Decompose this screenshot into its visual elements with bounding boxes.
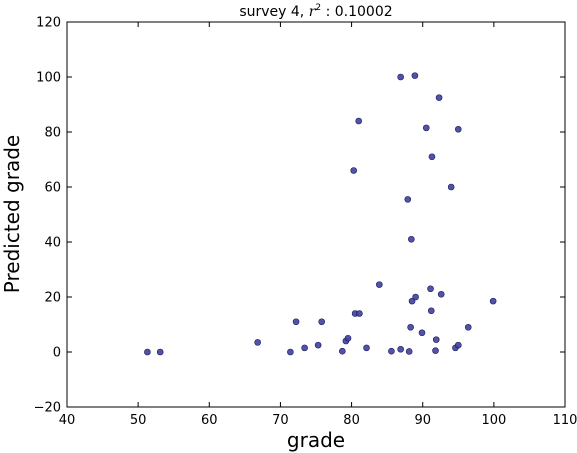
data-point <box>254 339 261 346</box>
data-point <box>437 290 445 298</box>
data-point <box>489 297 497 305</box>
data-point <box>339 347 346 355</box>
data-point <box>407 323 414 331</box>
data-point <box>388 347 395 355</box>
data-point <box>427 285 434 293</box>
y-tick-label: 120 <box>36 16 61 31</box>
x-tick-label: 40 <box>59 413 76 428</box>
data-point <box>411 72 419 79</box>
data-point <box>405 348 413 355</box>
data-point <box>301 344 308 352</box>
y-tick-label: 60 <box>44 181 61 196</box>
data-point <box>287 348 294 356</box>
data-point <box>432 347 439 354</box>
data-point <box>344 334 352 342</box>
y-tick-label: −20 <box>34 401 61 416</box>
data-point <box>363 344 370 352</box>
data-point <box>356 310 363 317</box>
data-point <box>432 336 440 343</box>
data-point <box>454 125 462 133</box>
y-tick-label: 80 <box>44 126 61 141</box>
y-tick-label: 40 <box>44 236 61 251</box>
y-axis-label: Predicted grade <box>0 135 24 293</box>
x-tick-label: 100 <box>481 413 506 428</box>
data-point <box>408 235 415 243</box>
data-point <box>314 341 322 349</box>
data-point <box>418 329 426 337</box>
data-point <box>156 348 164 356</box>
x-tick-label: 50 <box>130 413 147 428</box>
data-point <box>422 124 430 132</box>
data-point <box>292 318 300 326</box>
data-point <box>318 318 325 326</box>
x-tick-label: 90 <box>414 413 431 428</box>
data-point <box>428 153 436 161</box>
data-point <box>427 307 435 315</box>
data-point <box>464 323 472 331</box>
data-point <box>397 345 404 353</box>
data-point <box>412 293 419 301</box>
data-point <box>408 297 416 305</box>
data-point <box>350 167 358 174</box>
x-tick-label: 110 <box>553 413 577 428</box>
x-tick-label: 60 <box>201 413 218 428</box>
data-point <box>144 348 151 356</box>
x-tick-label: 70 <box>272 413 289 428</box>
data-point <box>447 183 455 191</box>
y-tick-label: 20 <box>44 291 61 306</box>
y-tick-label: 0 <box>53 346 61 361</box>
chart-title: survey 4, r2 : 0.10002 <box>239 3 392 20</box>
data-point <box>435 94 443 101</box>
plot-area <box>67 22 565 407</box>
plot-frame <box>66 21 566 408</box>
data-point <box>454 341 462 349</box>
data-point <box>397 73 404 81</box>
data-point <box>376 281 383 288</box>
data-point <box>355 117 362 125</box>
axis-ticks: 40 50 60 70 80 90 100 110 −20 0 20 40 60 80 100 120 <box>34 16 577 429</box>
data-point <box>404 196 412 203</box>
y-tick-label: 100 <box>36 71 61 86</box>
data-points <box>144 72 497 356</box>
x-axis-label: grade <box>287 428 345 452</box>
x-tick-label: 80 <box>343 413 360 428</box>
